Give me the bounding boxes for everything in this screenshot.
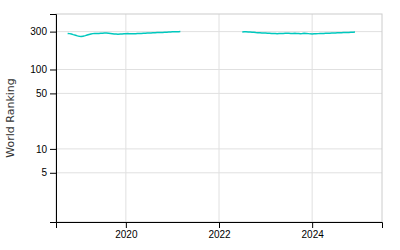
series-line [68,32,181,37]
y-axis-title: World Ranking [4,78,17,158]
y-tick-label: 100 [30,64,47,75]
y-tick: 300 [30,26,56,37]
y-tick-mark [50,173,56,174]
y-tick-mark [50,32,56,33]
y-tick: 50 [36,88,56,99]
y-tick-label: 10 [36,144,48,155]
x-tick: 2022 [208,222,231,240]
x-tick: 2024 [302,222,325,240]
x-tick: 2020 [115,222,138,240]
x-tick-label: 2024 [302,229,325,240]
y-tick-label: 300 [30,26,47,37]
chart: 2020 2022 2024 5 10 50 100 300 World Ranking [0,0,400,250]
x-tick-label: 2020 [115,229,138,240]
x-tick-mark [312,222,313,228]
y-tick-label: 5 [41,167,47,178]
grid-line-x [125,14,126,222]
grid-line-x [219,14,220,222]
x-axis-line [57,223,383,229]
y-tick: 10 [36,144,56,155]
grid-line-x [312,14,313,222]
y-tick-label: 50 [36,88,48,99]
y-axis: 5 10 50 100 300 [30,15,56,223]
plot: 2020 2022 2024 5 10 50 100 300 [30,14,382,240]
y-tick-mark [50,149,56,150]
x-tick-mark [126,222,127,228]
y-tick-mark [50,69,56,70]
x-axis: 2020 2022 2024 [57,222,383,240]
x-tick-mark [219,222,220,228]
series-group [68,32,355,37]
y-tick-mark [50,93,56,94]
y-tick: 100 [30,64,56,75]
grid [56,14,382,222]
plot-frame [56,14,382,222]
y-tick: 5 [41,167,56,178]
x-tick-label: 2022 [208,229,231,240]
series-line [242,32,355,34]
y-axis-line [50,15,57,223]
